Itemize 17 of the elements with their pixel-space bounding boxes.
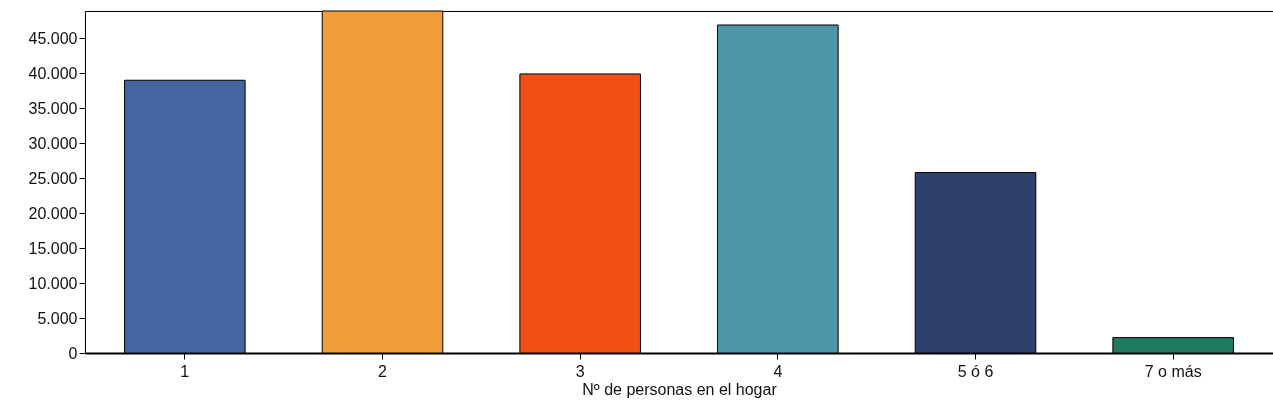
x-tick-label: 1 [180, 362, 190, 380]
x-tick-label: 7 o más [1144, 362, 1202, 380]
y-tick-label: 45.000 [28, 29, 78, 47]
y-tick-label: 20.000 [28, 204, 78, 222]
y-tick-label: 35.000 [28, 99, 78, 117]
y-tick-label: 0 [68, 344, 78, 362]
x-tick-label: 2 [378, 362, 388, 380]
x-tick-label: 4 [773, 362, 783, 380]
y-tick-label: 10.000 [28, 274, 78, 292]
y-tick-label: 30.000 [28, 134, 78, 152]
y-tick-label: 25.000 [28, 169, 78, 187]
x-axis-title: Nº de personas en el hogar [582, 380, 778, 398]
x-tick-label: 5 ó 6 [957, 362, 994, 380]
y-tick-label: 5.000 [37, 309, 78, 327]
y-tick-label: 40.000 [28, 64, 78, 82]
y-tick-label: 15.000 [28, 239, 78, 257]
x-tick-label: 3 [575, 362, 585, 380]
